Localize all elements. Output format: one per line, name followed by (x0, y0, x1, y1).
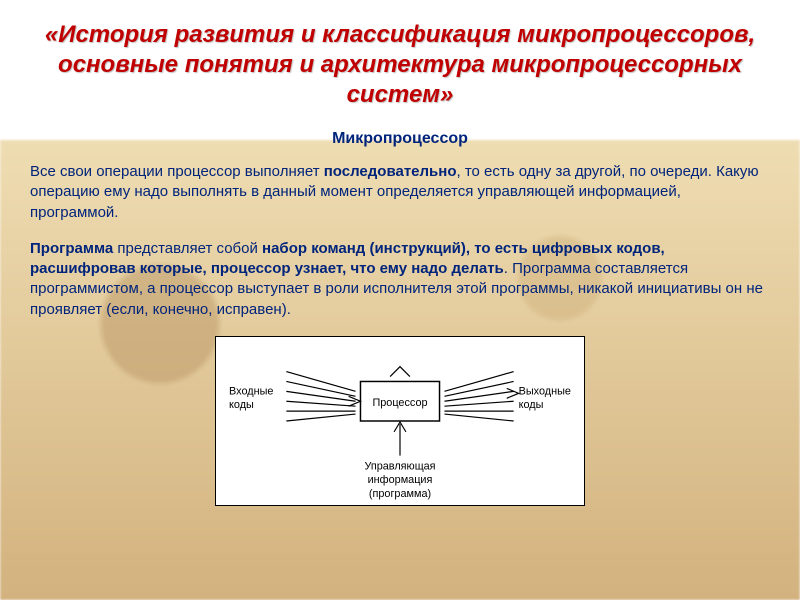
section-title: Микропроцессор (30, 130, 770, 148)
input-label-1: Входные (229, 385, 273, 397)
control-label-2: информация (368, 474, 433, 486)
control-label-1: Управляющая (364, 460, 435, 472)
processor-diagram: Процессор Входные коды (215, 336, 585, 506)
diagram-svg: Процессор Входные коды (216, 337, 584, 505)
slide: «История развития и классификация микроп… (0, 0, 800, 600)
p1-bold: последовательно (324, 163, 457, 180)
title-area: «История развития и классификация микроп… (0, 0, 800, 120)
output-label-2: коды (519, 399, 544, 411)
output-label-1: Выходные (519, 385, 571, 397)
p2-lead: Программа (30, 240, 113, 257)
control-label-3: (программа) (369, 488, 431, 500)
top-notch (390, 366, 410, 376)
output-bus (444, 371, 518, 420)
slide-title: «История развития и классификация микроп… (30, 20, 770, 110)
p2-mid: представляет собой (113, 240, 262, 257)
paragraph-1: Все свои операции процессор выполняет по… (30, 162, 770, 223)
input-label-2: коды (229, 399, 254, 411)
processor-label: Процессор (372, 397, 427, 409)
p1-lead: Все свои операции процессор выполняет (30, 163, 324, 180)
content-area: Микропроцессор Все свои операции процесс… (0, 130, 800, 506)
control-arrow (394, 422, 406, 456)
paragraph-2: Программа представляет собой набор коман… (30, 239, 770, 320)
input-bus (286, 371, 360, 420)
